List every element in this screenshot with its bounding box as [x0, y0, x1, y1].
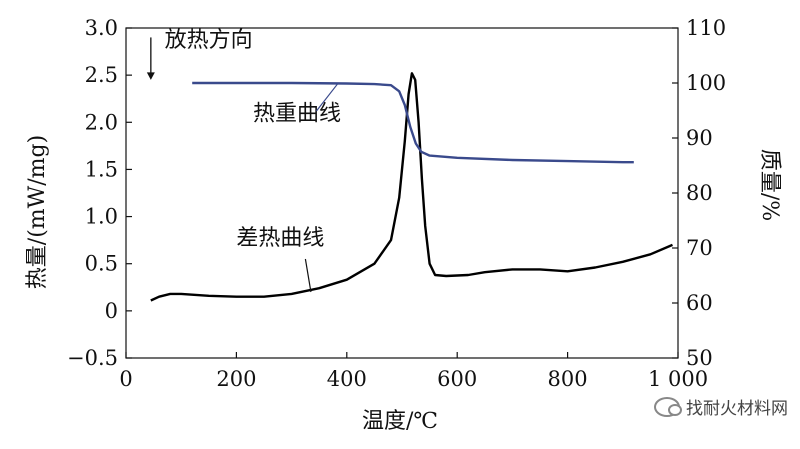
x-tick-label: 400: [327, 367, 367, 391]
series-layer: [150, 72, 673, 302]
tga-curve: [192, 81, 634, 164]
x-tick-label: 0: [119, 367, 132, 391]
y-right-tick-label: 90: [686, 126, 713, 150]
x-tick-label: 600: [437, 367, 477, 391]
y-right-tick-label: 70: [686, 236, 713, 260]
dta-leader-line: [304, 258, 312, 293]
y-right-tick-label: 60: [686, 291, 713, 315]
x-tick-label: 800: [548, 367, 588, 391]
plot-frame: [125, 27, 679, 359]
y-right-tick-label: 100: [686, 71, 726, 95]
y-left-tick-label: 0.5: [85, 252, 118, 276]
exotherm-arrow-head: [146, 72, 155, 80]
y-left-tick-label: 0: [105, 299, 118, 323]
y-axis-right-label: 质量/%: [757, 149, 782, 221]
annotation-0: 放热方向: [165, 28, 253, 53]
y-left-tick-label: −0.5: [67, 346, 118, 370]
y-left-tick-label: 3.0: [85, 16, 118, 40]
dta-curve: [150, 72, 673, 302]
watermark: 找耐火材料网: [654, 394, 788, 419]
tick-layer: 0 200 400 600 800 1 000−0.500.51.01.52.02.53.…: [67, 16, 726, 391]
y-left-tick-label: 2.5: [85, 63, 118, 87]
x-tick-label: 1 000: [648, 367, 708, 391]
annotation-2: 差热曲线: [236, 226, 324, 251]
y-left-tick-label: 2.0: [85, 110, 118, 134]
x-tick-label: 200: [216, 367, 256, 391]
tga-leader-line: [315, 82, 339, 112]
y-axis-left-label: 热量/(mW/mg): [25, 135, 50, 289]
y-left-tick-label: 1.0: [85, 205, 118, 229]
wechat-icon: [654, 396, 682, 417]
watermark-text: 找耐火材料网: [686, 399, 788, 419]
y-right-tick-label: 110: [686, 16, 726, 40]
x-axis-label: 温度/℃: [362, 409, 438, 434]
y-right-tick-label: 50: [686, 346, 713, 370]
y-left-tick-label: 1.5: [85, 157, 118, 181]
annotation-1: 热重曲线: [253, 101, 341, 126]
y-right-tick-label: 80: [686, 181, 713, 205]
